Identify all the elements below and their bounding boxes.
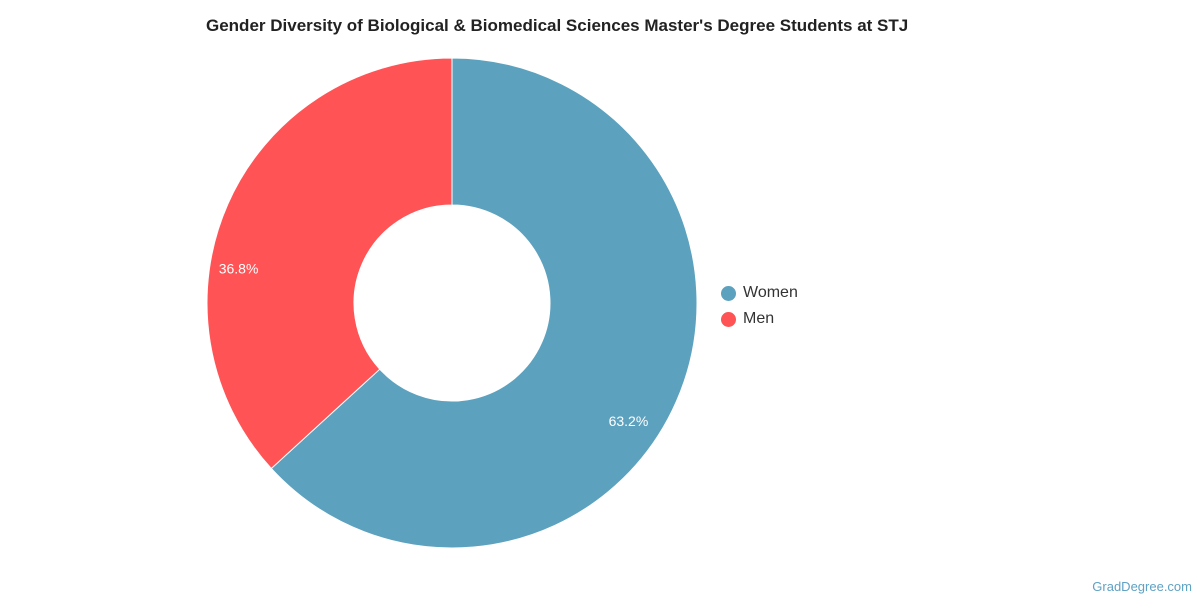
site-credit[interactable]: GradDegree.com bbox=[1092, 579, 1192, 594]
chart-title: Gender Diversity of Biological & Biomedi… bbox=[206, 16, 909, 35]
legend-swatch-women bbox=[721, 285, 736, 301]
slice-men[interactable] bbox=[206, 57, 453, 470]
legend-item-men[interactable]: Men bbox=[721, 306, 798, 332]
slice-label-men: 36.8% bbox=[219, 260, 259, 276]
slice-women[interactable] bbox=[270, 57, 698, 549]
legend-swatch-men bbox=[721, 311, 736, 327]
legend: Women Men bbox=[721, 280, 798, 332]
slice-label-women: 63.2% bbox=[609, 413, 649, 429]
legend-label-women: Women bbox=[743, 284, 798, 301]
legend-label-men: Men bbox=[743, 310, 775, 327]
legend-item-women[interactable]: Women bbox=[721, 280, 798, 306]
